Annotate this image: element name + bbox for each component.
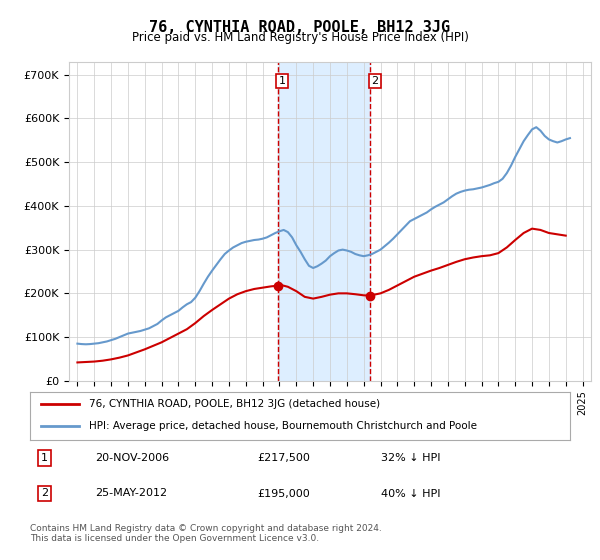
Text: Contains HM Land Registry data © Crown copyright and database right 2024.
This d: Contains HM Land Registry data © Crown c… bbox=[30, 524, 382, 543]
Text: 2: 2 bbox=[371, 76, 379, 86]
Text: £217,500: £217,500 bbox=[257, 453, 310, 463]
Text: 20-NOV-2006: 20-NOV-2006 bbox=[95, 453, 169, 463]
Text: 32% ↓ HPI: 32% ↓ HPI bbox=[381, 453, 440, 463]
Text: Price paid vs. HM Land Registry's House Price Index (HPI): Price paid vs. HM Land Registry's House … bbox=[131, 31, 469, 44]
Text: 76, CYNTHIA ROAD, POOLE, BH12 3JG (detached house): 76, CYNTHIA ROAD, POOLE, BH12 3JG (detac… bbox=[89, 399, 380, 409]
Text: 25-MAY-2012: 25-MAY-2012 bbox=[95, 488, 167, 498]
Text: £195,000: £195,000 bbox=[257, 488, 310, 498]
Text: 1: 1 bbox=[41, 453, 48, 463]
Bar bbox=[278, 62, 370, 381]
Text: HPI: Average price, detached house, Bournemouth Christchurch and Poole: HPI: Average price, detached house, Bour… bbox=[89, 421, 478, 431]
Text: 76, CYNTHIA ROAD, POOLE, BH12 3JG: 76, CYNTHIA ROAD, POOLE, BH12 3JG bbox=[149, 20, 451, 35]
Text: 2: 2 bbox=[41, 488, 48, 498]
Text: 40% ↓ HPI: 40% ↓ HPI bbox=[381, 488, 440, 498]
Text: 1: 1 bbox=[278, 76, 286, 86]
